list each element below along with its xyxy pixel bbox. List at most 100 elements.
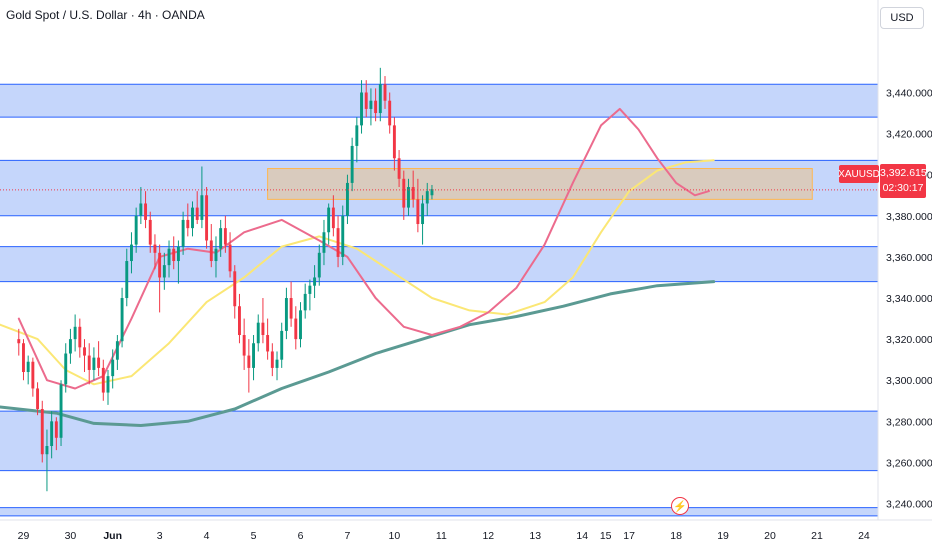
price-tick-label: 3,240.000 <box>886 499 932 511</box>
candle-body <box>40 409 44 455</box>
candle-body <box>336 228 340 257</box>
candle <box>97 341 101 377</box>
candle <box>158 244 162 313</box>
candle <box>26 355 30 385</box>
candle-body <box>83 347 86 356</box>
zone-band <box>0 411 878 471</box>
price-tick-label: 3,340.000 <box>886 293 932 305</box>
candle-body <box>252 343 255 368</box>
price-axis-bg <box>878 0 932 550</box>
flash-icon[interactable]: ⚡ <box>671 497 689 515</box>
time-axis-bg <box>0 520 932 550</box>
candle-body <box>22 343 25 373</box>
candle-body <box>392 125 396 159</box>
candle-body <box>299 310 302 340</box>
candle <box>111 349 115 389</box>
candle-body <box>125 261 129 299</box>
last-price-value: 3,392.615 <box>880 167 927 179</box>
candle <box>36 382 40 416</box>
last-price-badge: 3,392.615 02:30:17 <box>880 164 927 198</box>
candle-body <box>181 219 185 247</box>
candle <box>45 429 49 492</box>
candle <box>341 205 345 266</box>
candle-body <box>360 92 363 126</box>
time-tick-label: 12 <box>482 530 494 542</box>
candle <box>421 195 425 245</box>
candle <box>411 170 415 208</box>
candle-body <box>209 240 213 262</box>
candle <box>252 335 255 381</box>
zone-band <box>0 507 878 516</box>
candle <box>17 328 21 356</box>
candle-body <box>374 100 378 114</box>
candle-body <box>191 207 194 229</box>
candle-body <box>73 326 77 340</box>
candle-body <box>233 271 237 307</box>
candle-body <box>261 322 265 336</box>
resistance-box <box>267 168 813 200</box>
candle-body <box>237 306 241 336</box>
candle <box>87 343 91 385</box>
candle-body <box>284 298 288 331</box>
candle-body <box>331 207 335 229</box>
candle <box>374 88 378 122</box>
candle <box>247 339 251 393</box>
candle-body <box>134 215 138 245</box>
candle <box>355 117 359 163</box>
price-tick-label: 3,380.000 <box>886 211 932 223</box>
price-tick-label: 3,360.000 <box>886 252 932 264</box>
candle-body <box>317 252 321 278</box>
candle-body <box>228 244 232 272</box>
candle <box>392 117 396 171</box>
candle <box>430 184 434 200</box>
candle-body <box>294 318 298 340</box>
candle-body <box>364 92 368 109</box>
price-tick-label: 3,280.000 <box>886 416 932 428</box>
candle <box>256 314 260 352</box>
candle <box>54 417 58 451</box>
candle-body <box>378 84 382 114</box>
candle <box>167 240 171 278</box>
candle-body <box>195 207 199 220</box>
currency-button[interactable]: USD <box>880 7 924 29</box>
ma-fast-line <box>17 107 710 390</box>
candle-body <box>97 357 101 368</box>
candle <box>303 283 307 319</box>
candle-body <box>289 298 293 319</box>
candle-body <box>350 145 354 183</box>
candle-body <box>17 339 21 344</box>
candle <box>313 265 317 299</box>
candle <box>134 207 138 253</box>
candle <box>350 137 354 192</box>
candle <box>397 150 401 188</box>
time-tick-label: 7 <box>345 530 351 542</box>
candle <box>299 302 302 348</box>
candle <box>378 67 382 122</box>
ma-slow-line <box>0 280 716 427</box>
candle <box>407 178 410 216</box>
zones-layer <box>0 84 878 516</box>
symbol-title: Gold Spot / U.S. Dollar · 4h · OANDA <box>6 8 205 22</box>
candle <box>369 88 373 126</box>
candle-body <box>280 330 284 360</box>
candle <box>181 211 185 255</box>
candle-body <box>26 361 30 373</box>
candle <box>223 215 227 253</box>
candle <box>162 252 166 290</box>
candle <box>22 339 25 381</box>
candle <box>172 236 176 270</box>
candle <box>73 314 77 352</box>
candle-body <box>430 189 434 196</box>
candle <box>78 318 82 358</box>
candle <box>275 351 279 381</box>
candle <box>125 248 129 307</box>
time-tick-label: 6 <box>298 530 304 542</box>
candle-body <box>270 351 274 368</box>
resistance-box-layer <box>267 168 813 200</box>
candle-body <box>425 191 429 204</box>
candle <box>106 369 110 405</box>
candle-body <box>345 182 349 216</box>
candle-body <box>68 339 72 354</box>
candle <box>284 287 288 340</box>
